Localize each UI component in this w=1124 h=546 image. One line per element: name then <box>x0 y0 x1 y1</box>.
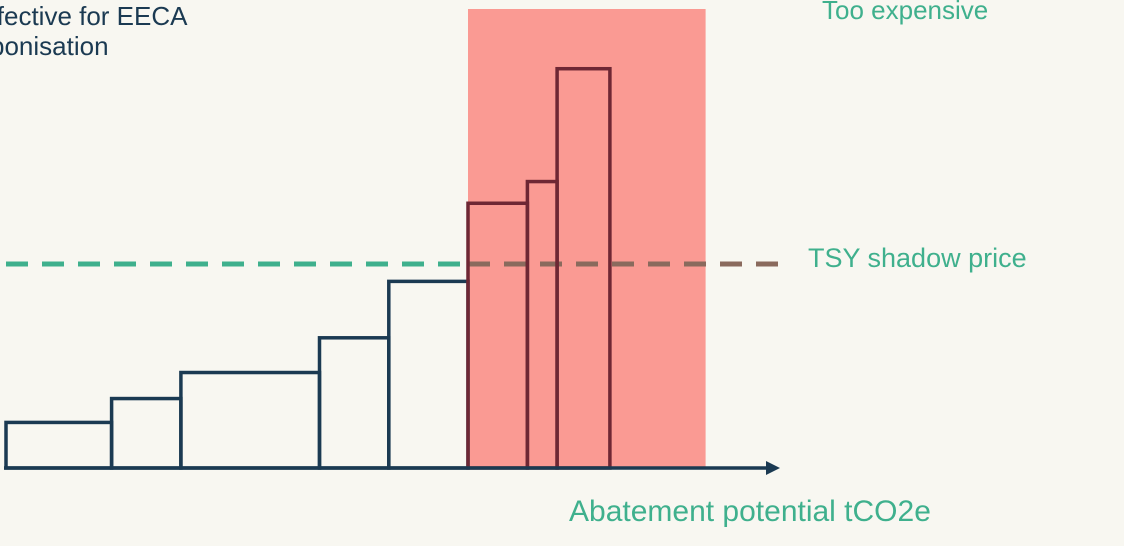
bar-5 <box>387 279 470 470</box>
left-note-line-2: bonisation <box>0 30 109 61</box>
bar-3 <box>179 370 322 470</box>
too-expensive-label: Too expensive <box>822 0 989 25</box>
x-axis-arrow-icon <box>766 461 780 475</box>
bar-4 <box>317 336 391 470</box>
too-expensive-zone <box>468 9 706 468</box>
bar-1 <box>4 420 114 470</box>
bar-2 <box>109 396 183 470</box>
shadow-price-label: TSY shadow price <box>808 243 1027 273</box>
x-axis-label: Abatement potential tCO2e <box>569 495 931 528</box>
left-note-line-1: ffective for EECA <box>0 1 188 31</box>
left-note: ffective for EECA bonisation <box>0 1 188 62</box>
